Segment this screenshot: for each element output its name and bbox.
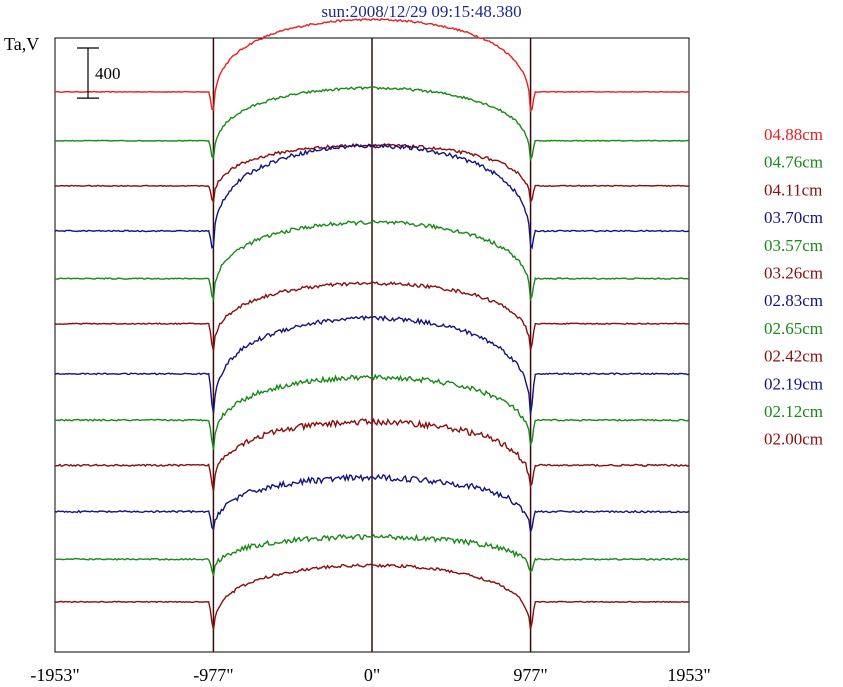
series-line-02.83cm: [54, 314, 690, 415]
chart-title: sun:2008/12/29 09:15:48.380: [321, 2, 522, 21]
series-line-03.26cm: [54, 281, 689, 351]
legend-item-02.65cm: 02.65cm: [764, 319, 823, 338]
x-tick-label-3: 977": [513, 665, 547, 685]
series-line-03.70cm: [54, 143, 690, 250]
legend-item-02.12cm: 02.12cm: [764, 402, 823, 421]
scale-bar: 400: [77, 47, 121, 99]
legend-item-02.19cm: 02.19cm: [764, 374, 823, 393]
legend-item-02.42cm: 02.42cm: [764, 347, 823, 366]
series-line-03.57cm: [54, 219, 690, 302]
series-line-02.65cm: [54, 373, 690, 451]
legend-item-03.26cm: 03.26cm: [764, 264, 823, 283]
x-tick-label-0: -1953": [30, 665, 79, 685]
series-line-02.00cm: [54, 563, 690, 630]
legend-item-04.11cm: 04.11cm: [764, 180, 822, 199]
legend-item-04.76cm: 04.76cm: [764, 153, 823, 172]
series-group: [54, 17, 690, 630]
legend-item-04.88cm: 04.88cm: [764, 125, 823, 144]
series-line-04.11cm: [54, 142, 690, 205]
x-tick-label-1: -977": [193, 665, 233, 685]
series-line-04.76cm: [54, 86, 690, 162]
legend-item-02.00cm: 02.00cm: [764, 430, 823, 449]
vertical-reference-lines: [212, 38, 532, 652]
legend: 04.88cm 04.76cm 04.11cm 03.70cm 03.57cm 03.26…: [764, 125, 823, 449]
scale-bar-label: 400: [95, 64, 121, 83]
legend-item-03.57cm: 03.57cm: [764, 236, 823, 255]
series-line-02.42cm: [54, 417, 690, 492]
x-tick-labels: -1953" -977" 0" 977" 1953": [30, 665, 710, 685]
x-tick-label-2: 0": [364, 665, 380, 685]
y-axis-label: Ta,V: [4, 34, 39, 54]
series-line-02.12cm: [54, 533, 690, 577]
x-tick-label-4: 1953": [667, 665, 710, 685]
legend-item-02.83cm: 02.83cm: [764, 291, 823, 310]
series-line-02.19cm: [54, 473, 690, 533]
legend-item-03.70cm: 03.70cm: [764, 208, 823, 227]
series-line-04.88cm: [54, 17, 690, 113]
